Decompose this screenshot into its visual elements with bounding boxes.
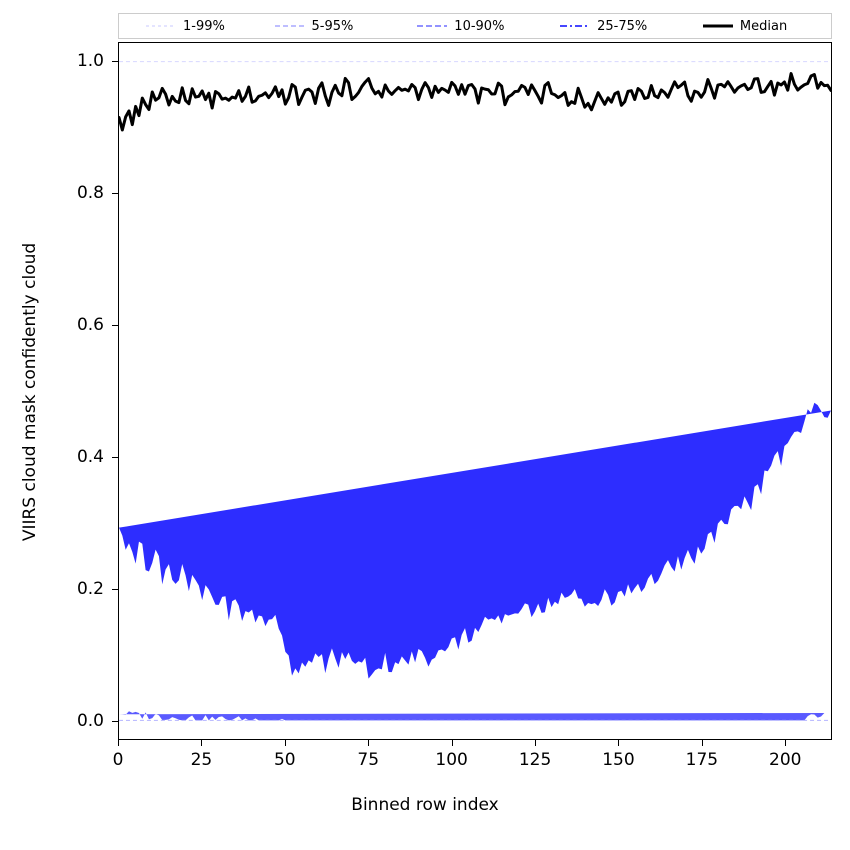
y-tick-label: 0.4 xyxy=(76,447,104,468)
legend-line-sample xyxy=(417,25,448,27)
x-tick-mark xyxy=(368,740,370,746)
legend-entry-25-75[interactable]: 25-75% xyxy=(558,14,647,38)
band-10-90 xyxy=(119,711,825,721)
x-tick-label: 175 xyxy=(685,750,719,770)
x-tick-mark xyxy=(201,740,203,746)
y-tick-mark xyxy=(112,457,118,459)
legend-entry-1-99[interactable]: 1-99% xyxy=(144,14,225,38)
x-tick-label: 0 xyxy=(112,750,124,770)
y-tick-label: 0.8 xyxy=(76,182,104,203)
legend-line-sample xyxy=(274,25,305,27)
y-tick-mark xyxy=(112,721,118,723)
x-tick-label: 25 xyxy=(190,750,213,770)
chart-legend: 1-99% 5-95% 10-90% 25-75% Median xyxy=(118,13,832,39)
y-tick-mark xyxy=(112,589,118,591)
x-tick-mark xyxy=(701,740,703,746)
legend-entry-5-95[interactable]: 5-95% xyxy=(273,14,354,38)
y-tick-mark xyxy=(112,192,118,194)
chart-svg xyxy=(119,61,831,721)
x-tick-label: 200 xyxy=(769,750,802,770)
x-tick-mark xyxy=(785,740,787,746)
legend-entry-median[interactable]: Median xyxy=(701,14,787,38)
legend-entry-10-90[interactable]: 10-90% xyxy=(415,14,504,38)
x-tick-label: 150 xyxy=(602,750,635,770)
x-tick-mark xyxy=(118,740,119,746)
y-tick-mark xyxy=(112,60,118,62)
legend-label: 1-99% xyxy=(182,18,225,34)
y-tick-label: 0.2 xyxy=(76,579,104,600)
legend-line-sample xyxy=(702,24,733,28)
x-axis-label: Binned row index xyxy=(351,795,499,815)
legend-label: 5-95% xyxy=(311,18,354,34)
x-tick-label: 100 xyxy=(435,750,468,770)
legend-line-sample xyxy=(145,25,176,27)
legend-label: 10-90% xyxy=(454,18,505,34)
y-tick-label: 1.0 xyxy=(76,50,104,71)
median-line xyxy=(119,72,831,132)
y-tick-label: 0.6 xyxy=(76,314,104,335)
legend-label: Median xyxy=(739,18,788,34)
legend-line-sample xyxy=(560,25,591,27)
y-tick-mark xyxy=(112,324,118,326)
x-tick-mark xyxy=(451,740,453,746)
y-axis-label: VIIRS cloud mask confidently cloud xyxy=(20,242,40,542)
x-tick-mark xyxy=(618,740,620,746)
plot-area xyxy=(118,42,832,740)
y-tick-label: 0.0 xyxy=(76,711,104,732)
x-tick-label: 50 xyxy=(273,750,296,770)
legend-label: 25-75% xyxy=(597,18,648,34)
x-tick-mark xyxy=(284,740,286,746)
x-tick-label: 75 xyxy=(357,750,380,770)
band-25-75 xyxy=(119,402,831,679)
x-tick-mark xyxy=(535,740,537,746)
x-tick-label: 125 xyxy=(518,750,552,770)
